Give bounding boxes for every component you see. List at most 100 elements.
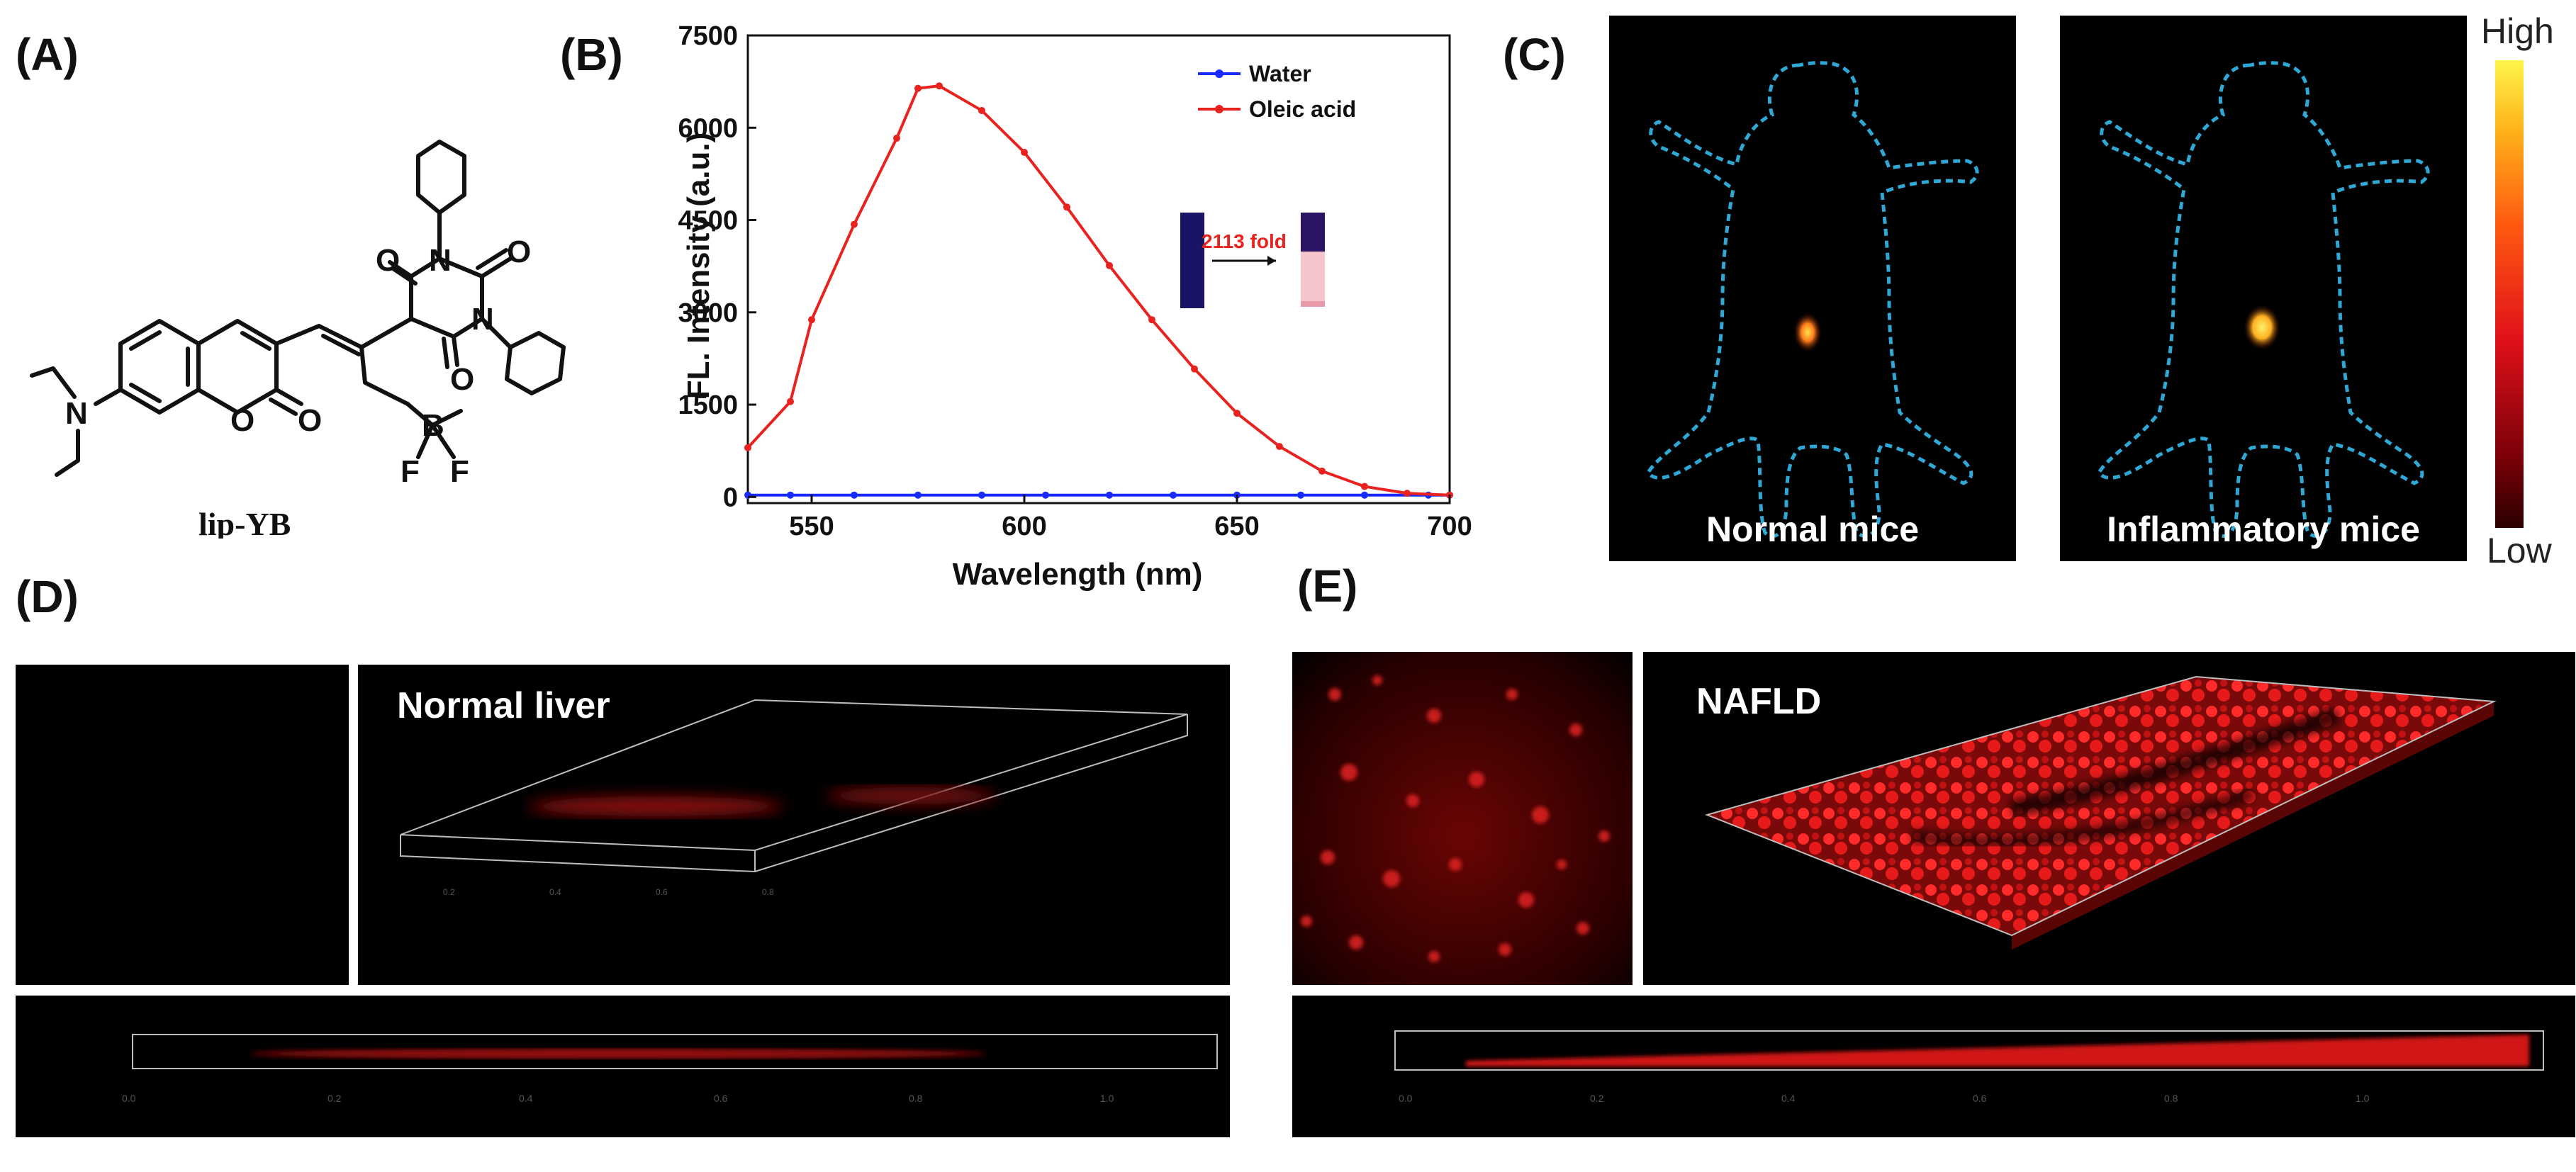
svg-text:0.2: 0.2 (327, 1093, 342, 1104)
legend-water-marker (1215, 69, 1223, 78)
chemical-structure: N O O O N O N O B F F lip-YB (30, 140, 566, 539)
data-point (1276, 443, 1283, 451)
data-point (1404, 490, 1411, 497)
normal-liver-side-image: 0.0 0.2 0.4 0.6 0.8 1.0 (16, 996, 1230, 1137)
mouse-image-inflammatory (2060, 16, 2467, 561)
data-point (1042, 491, 1049, 499)
atom-n-amine: N (65, 396, 88, 431)
atom-o-top: O (376, 243, 400, 278)
colorbar-low-label: Low (2487, 531, 2552, 570)
x-axis-label: Wavelength (nm) (953, 557, 1203, 592)
caption-normal-mice: Normal mice (1706, 509, 1920, 549)
mouse-outline-normal (1645, 61, 1979, 538)
nafld-3d-image: NAFLD (1643, 652, 2575, 985)
atom-o-chelate: O (450, 362, 474, 397)
svg-text:0.4: 0.4 (549, 887, 561, 897)
panel-label-d: (D) (16, 571, 79, 622)
mouse-outline-inflammatory (2096, 61, 2430, 538)
x-tick-label: 650 (1214, 512, 1259, 541)
y-axis-label: FL. Intensity (a.u.) (681, 133, 716, 399)
normal-liver-2d-image (16, 665, 349, 985)
svg-text:0.8: 0.8 (909, 1093, 923, 1104)
data-point (978, 491, 985, 499)
data-point (1063, 203, 1070, 211)
svg-text:0.4: 0.4 (519, 1093, 533, 1104)
svg-text:0.0: 0.0 (1399, 1093, 1413, 1104)
data-point (936, 82, 943, 90)
cuvette-inset: 2113 fold (1180, 213, 1325, 308)
molecule-name: lip-YB (198, 506, 291, 539)
data-point (1297, 491, 1304, 499)
svg-text:0.4: 0.4 (1781, 1093, 1796, 1104)
data-point (1191, 365, 1198, 373)
data-point (1361, 491, 1368, 499)
data-point (851, 220, 858, 228)
svg-text:0.0: 0.0 (122, 1093, 136, 1104)
data-point (978, 106, 985, 114)
cuvette-oleic-top (1301, 213, 1325, 252)
svg-text:1.0: 1.0 (2356, 1093, 2370, 1104)
caption-inflammatory-mice: Inflammatory mice (2107, 509, 2420, 549)
nafld-side-image: 0.0 0.2 0.4 0.6 0.8 1.0 (1292, 996, 2575, 1137)
data-point (787, 398, 794, 405)
fluorescence-chart: 550 600 650 700 0 1500 3000 4500 6000 7500 Wavele… (678, 21, 1472, 592)
panel-label-b: (B) (560, 29, 623, 80)
y-tick-label: 6000 (678, 113, 738, 143)
signal-spot-normal (1793, 312, 1822, 352)
data-point (1021, 149, 1028, 156)
data-point (914, 491, 922, 499)
colorbar (2495, 60, 2524, 528)
svg-text:1.0: 1.0 (1100, 1093, 1114, 1104)
atom-n-top: N (429, 243, 452, 278)
y-tick-label: 4500 (678, 206, 738, 236)
data-point (1148, 316, 1155, 324)
nafld-title: NAFLD (1696, 681, 1822, 722)
colorbar-high-label: High (2481, 11, 2554, 51)
atom-b: B (422, 408, 444, 443)
legend-oleic-marker (1215, 105, 1223, 113)
atom-f-left: F (401, 454, 420, 489)
cuvette-water (1180, 213, 1204, 308)
fold-label: 2113 fold (1202, 230, 1287, 252)
legend-water-label: Water (1249, 61, 1311, 86)
normal-liver-3d-image: 0.2 0.4 0.6 0.8 Normal liver (358, 665, 1230, 985)
x-tick-label: 550 (789, 512, 834, 541)
data-point (1106, 491, 1113, 499)
data-point (893, 135, 900, 142)
series-line-oleic-acid (746, 84, 1450, 497)
cuvette-oleic-base (1301, 301, 1325, 307)
atom-f-right: F (450, 454, 469, 489)
y-tick-label: 1500 (678, 390, 738, 420)
atom-o-right: O (507, 235, 531, 269)
data-point (744, 444, 751, 451)
y-tick-label: 7500 (678, 21, 738, 51)
x-tick-label: 700 (1427, 512, 1472, 541)
svg-text:0.8: 0.8 (762, 887, 774, 897)
legend: Water Oleic acid (1198, 61, 1356, 122)
data-point (851, 491, 858, 499)
y-tick-label: 0 (723, 483, 738, 512)
svg-text:0.2: 0.2 (443, 887, 455, 897)
data-point (808, 316, 815, 324)
x-tick-label: 600 (1002, 512, 1046, 541)
atom-o-carbonyl: O (298, 403, 322, 438)
atom-n-right: N (471, 302, 494, 337)
arrow-head-icon (1267, 256, 1276, 266)
data-point (787, 491, 794, 499)
panel-label-c: (C) (1503, 29, 1566, 80)
legend-oleic-label: Oleic acid (1249, 96, 1356, 122)
svg-text:0.8: 0.8 (2164, 1093, 2178, 1104)
data-point (1106, 261, 1113, 269)
panel-label-a: (A) (16, 29, 79, 80)
svg-text:0.6: 0.6 (1973, 1093, 1987, 1104)
data-point (914, 84, 922, 92)
data-point (1233, 410, 1241, 417)
data-point (1318, 467, 1326, 475)
data-point (1170, 491, 1177, 499)
svg-text:0.6: 0.6 (656, 887, 668, 897)
y-tick-label: 3000 (678, 298, 738, 328)
signal-spot-inflammatory (2244, 305, 2280, 350)
cuvette-oleic-bottom (1301, 252, 1325, 301)
mouse-image-normal (1609, 16, 2016, 561)
normal-liver-title: Normal liver (397, 685, 610, 726)
